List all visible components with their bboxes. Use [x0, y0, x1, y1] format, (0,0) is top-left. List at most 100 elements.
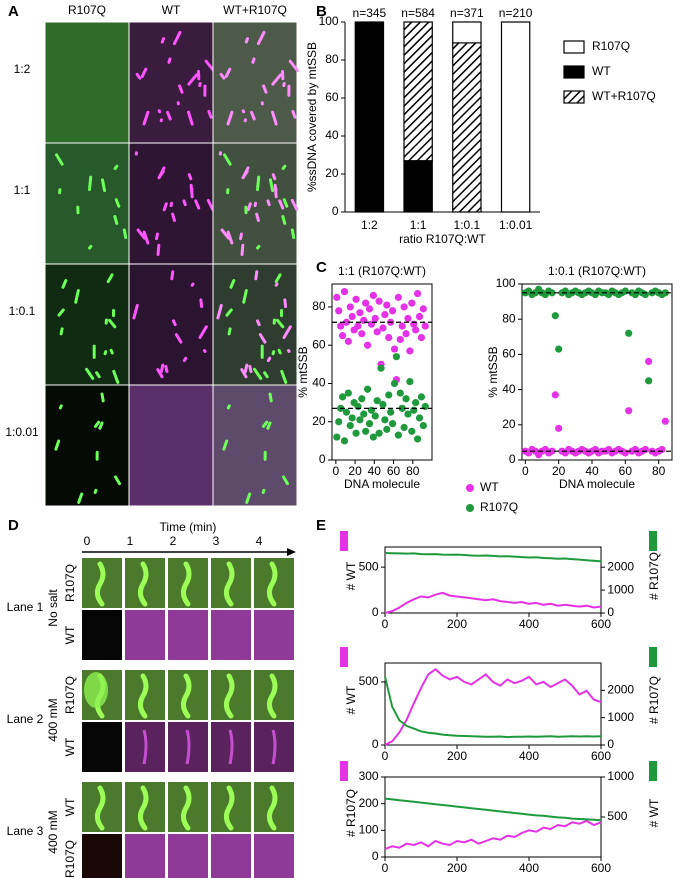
y-tick-label: 40 [502, 382, 516, 396]
panel-letter: D [8, 517, 19, 534]
point [402, 330, 410, 338]
y-tick-label: 60 [312, 337, 326, 351]
point [388, 420, 397, 428]
chart-title: 1:0.1 (R107Q:WT) [548, 264, 646, 278]
point [354, 402, 362, 411]
panel-letter: A [8, 3, 19, 20]
point [408, 299, 416, 307]
fluorescent-spot [266, 199, 271, 207]
point [352, 295, 360, 303]
fluorescent-spot [262, 84, 268, 94]
fluorescent-spot [277, 348, 282, 355]
legend-swatch [563, 90, 585, 104]
bar-label: n=584 [401, 6, 435, 20]
dna-strand [228, 729, 234, 765]
fluorescent-spot [291, 109, 297, 119]
point [419, 305, 427, 313]
fluorescent-spot [103, 350, 108, 356]
point [358, 330, 366, 338]
fluorescent-spot [245, 492, 252, 504]
plot-frame [384, 662, 602, 746]
fluorescent-spot [108, 318, 117, 329]
point [417, 333, 426, 342]
fluorescent-spot [288, 59, 300, 73]
micrograph [212, 384, 298, 507]
fluorescent-spot [206, 198, 215, 212]
y-tick-label: 40 [312, 376, 326, 390]
fluorescent-spot [100, 392, 105, 403]
axis-title: Time (min) [160, 520, 217, 534]
fluorescent-spot [140, 67, 148, 78]
fluorescent-spot [274, 187, 278, 193]
row-label: 1:0.1 [9, 304, 36, 318]
arrow-head [287, 548, 296, 556]
fluorescent-spot [198, 325, 208, 339]
y-axis-title: # WT [344, 561, 358, 590]
point [404, 314, 412, 323]
fluorescent-spot [207, 109, 213, 119]
fluorescent-spot [76, 205, 80, 215]
column-label: WT [162, 3, 181, 17]
bar-label: n=371 [450, 6, 484, 20]
fluorescent-spot [241, 109, 246, 114]
fluorescent-spot [278, 199, 285, 210]
dna-strand [180, 673, 192, 719]
axis-color-key [649, 761, 657, 781]
legend-marker [466, 504, 474, 512]
point [390, 345, 399, 353]
y-axis-title: # WT [344, 685, 358, 714]
kymo-frame [211, 834, 251, 878]
legend-label: R107Q [480, 500, 518, 514]
fluorescent-spot [226, 188, 230, 195]
axis-color-key [340, 531, 348, 551]
fluorescent-spot [227, 327, 232, 336]
point [413, 289, 422, 298]
micrograph [128, 263, 214, 386]
condition-label: No salt [46, 589, 60, 627]
micrograph [128, 384, 214, 507]
x-tick-label: 600 [591, 617, 611, 631]
x-tick-label: 600 [591, 861, 611, 875]
kymo-frame [82, 834, 122, 878]
x-axis-title: DNA molecule [344, 477, 420, 491]
row-label: 1:1 [14, 183, 31, 197]
x-tick-label: 1:2 [361, 218, 378, 232]
point [344, 389, 352, 397]
fluorescent-spot [58, 404, 63, 410]
fluorescent-spot [258, 333, 267, 344]
point [396, 335, 404, 344]
fluorescent-spot [160, 37, 165, 44]
lane-label: Lane 1 [7, 600, 44, 614]
fluorescent-spot [281, 215, 287, 225]
panel-letter: B [316, 3, 327, 20]
point [387, 408, 395, 416]
fluorescent-spot [114, 198, 121, 208]
fluorescent-spot [256, 30, 266, 46]
fluorescent-spot [240, 243, 245, 256]
fluorescent-spot [261, 420, 269, 428]
point [363, 385, 372, 393]
fluorescent-spot [77, 492, 84, 504]
fluorescent-spot [113, 215, 119, 225]
y-tick-label: 0 [607, 605, 614, 619]
fluorescent-spot [290, 198, 299, 212]
x-tick-label: 0 [382, 861, 389, 875]
y-tick-label: 20 [312, 414, 326, 428]
fluorescent-spot [74, 289, 80, 304]
y-tick-label: 100 [496, 276, 516, 290]
legend-label: WT+R107Q [592, 89, 656, 103]
point [379, 400, 387, 409]
channel-label: WT [63, 625, 77, 644]
y2-axis-title: # R107Q [647, 552, 661, 600]
y-axis-title: % mtSSB [486, 346, 500, 397]
fluorescent-spot [282, 198, 289, 208]
y-tick-label: 20 [502, 417, 516, 431]
y-tick-label: 0 [372, 737, 379, 751]
dna-strand [137, 673, 149, 719]
point [365, 305, 374, 313]
condition-label: 400 mM [46, 810, 60, 853]
micrograph [212, 263, 298, 386]
y-axis-title: %ssDNA covered by mtSSB [305, 42, 319, 192]
fluorescent-spot [287, 84, 291, 97]
fluorescent-spot [274, 273, 282, 284]
